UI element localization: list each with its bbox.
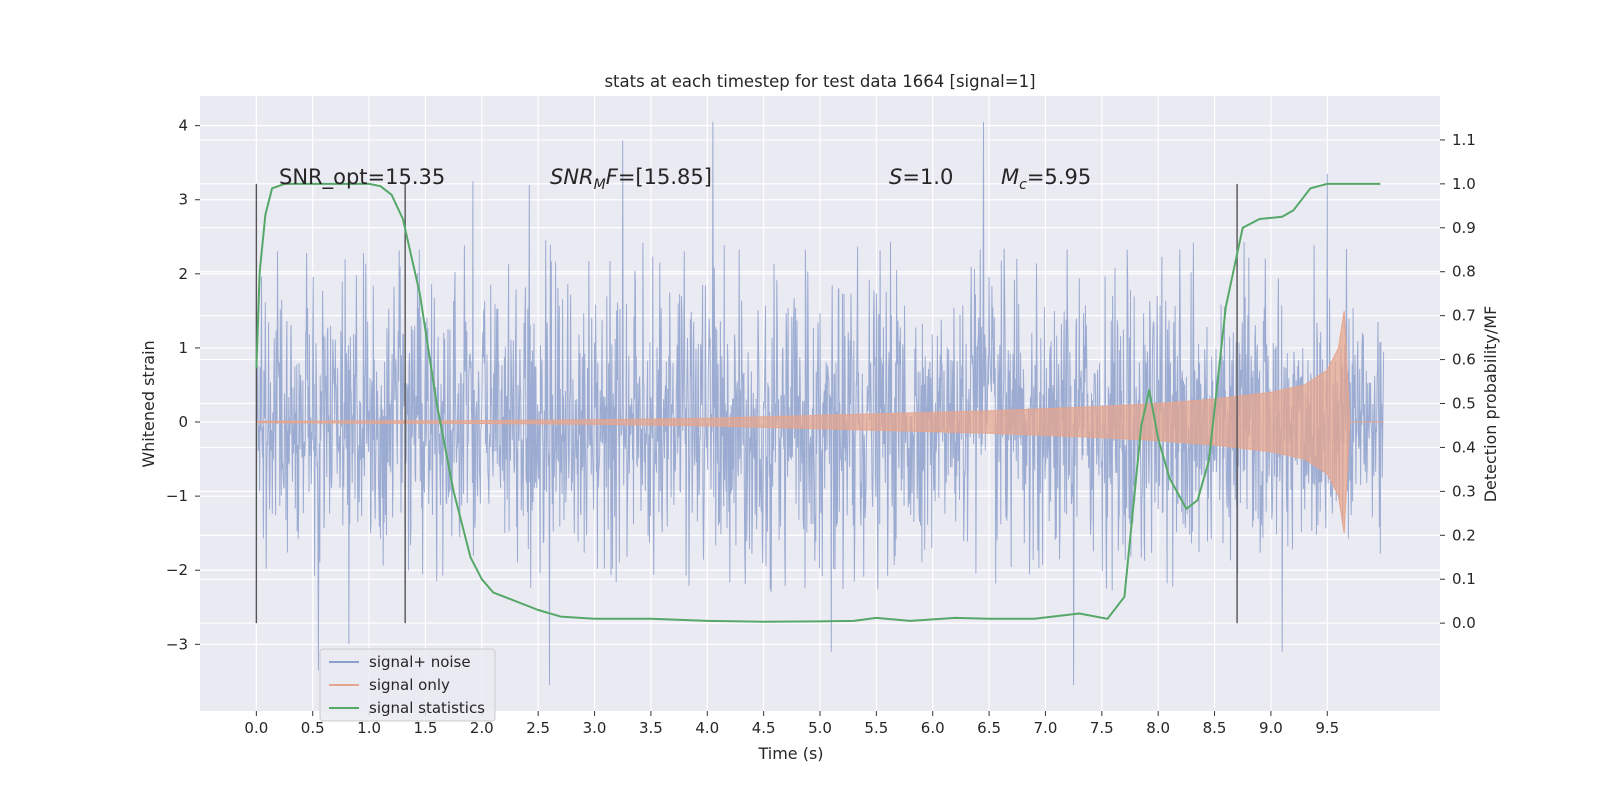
y-left-tick-label: −3 [166,635,188,653]
y-axis-left-label: Whitened strain [139,340,158,467]
y-left-tick-label: 0 [178,413,188,431]
annotations: SNR_opt=15.35 SNRMF=[15.85] S=1.0 Mc=5.9… [279,165,1091,193]
legend-box [319,648,496,722]
x-tick-label: 7.0 [1034,719,1058,737]
annotation-snr-opt: SNR_opt=15.35 [279,165,445,190]
y-right-tick-label: 1.1 [1452,131,1476,149]
y-right-tick-label: 0.3 [1452,482,1476,500]
x-tick-label: 0.5 [301,719,325,737]
annotation-snr-mf-value: =[15.85] [618,165,712,189]
legend-label-signal-statistics: signal statistics [369,699,485,717]
annotation-snr-mf-main: SNR [550,165,594,189]
plot-area [255,121,1385,686]
x-tick-label: 9.0 [1259,719,1283,737]
series-signal-only [255,310,1384,534]
annotation-mc-sub: c [1019,177,1027,193]
x-tick-label: 7.5 [1090,719,1114,737]
x-tick-label: 1.5 [414,719,438,737]
x-tick-label: 6.5 [977,719,1001,737]
series-signal-noise [255,121,1385,686]
y-right-tick-label: 1.0 [1452,175,1476,193]
legend-label-signal-only: signal only [369,676,450,694]
annotation-s: S=1.0 [889,165,953,189]
y-axis-right-label: Detection probability/MF [1481,306,1500,503]
y-axis-left: 4 3 2 1 0 −1 −2 −3 [166,117,200,653]
x-tick-label: 9.5 [1315,719,1339,737]
annotation-snr-mf-rest: F [606,165,619,189]
y-axis-right: 1.1 1.0 0.9 0.8 0.7 0.6 0.5 0.4 0.3 0.2 0.1 0.0 [1440,131,1476,632]
y-right-tick-label: 0.2 [1452,526,1476,544]
y-left-tick-label: 4 [178,117,188,135]
chart-title: stats at each timestep for test data 166… [604,72,1035,91]
annotation-mc-label: M [1001,165,1019,189]
series-signal-statistics [255,182,1381,623]
x-tick-label: 0.0 [244,719,268,737]
annotation-s-value: =1.0 [902,165,953,189]
y-right-tick-label: 0.5 [1452,395,1476,413]
y-right-tick-label: 0.1 [1452,570,1476,588]
x-tick-label: 4.5 [752,719,776,737]
y-left-tick-label: −1 [166,487,188,505]
y-left-tick-label: 2 [178,265,188,283]
x-tick-label: 3.5 [639,719,663,737]
y-right-tick-label: 0.6 [1452,351,1476,369]
x-tick-label: 8.0 [1146,719,1170,737]
x-tick-label: 5.5 [864,719,888,737]
x-tick-label: 5.0 [808,719,832,737]
x-axis: 0.0 0.5 1.0 1.5 2.0 2.5 3.0 3.5 4.0 4.5 5.0 5.5 6.0 6… [244,711,1339,737]
x-tick-label: 2.0 [470,719,494,737]
x-tick-label: 3.0 [583,719,607,737]
y-right-tick-label: 0.8 [1452,263,1476,281]
annotation-mc-value: =5.95 [1027,165,1091,189]
annotation-s-label: S [889,165,902,189]
x-tick-label: 6.0 [921,719,945,737]
y-left-tick-label: 1 [178,339,188,357]
annotation-snr-mf: SNRMF=[15.85] [550,165,712,193]
x-tick-label: 1.0 [357,719,381,737]
annotation-snr-mf-sub: M [594,177,606,193]
y-right-tick-label: 0.7 [1452,307,1476,325]
x-axis-label: Time (s) [757,744,823,763]
legend: signal+ noise signal only signal statist… [319,648,496,722]
y-right-tick-label: 0.4 [1452,438,1476,456]
y-left-tick-label: −2 [166,561,188,579]
x-tick-label: 8.5 [1203,719,1227,737]
legend-label-signal-noise: signal+ noise [369,653,471,671]
x-tick-label: 2.5 [526,719,550,737]
annotation-mc: Mc=5.95 [1001,165,1091,193]
y-left-tick-label: 3 [178,191,188,209]
x-tick-label: 4.0 [695,719,719,737]
y-right-tick-label: 0.0 [1452,614,1476,632]
y-right-tick-label: 0.9 [1452,219,1476,237]
